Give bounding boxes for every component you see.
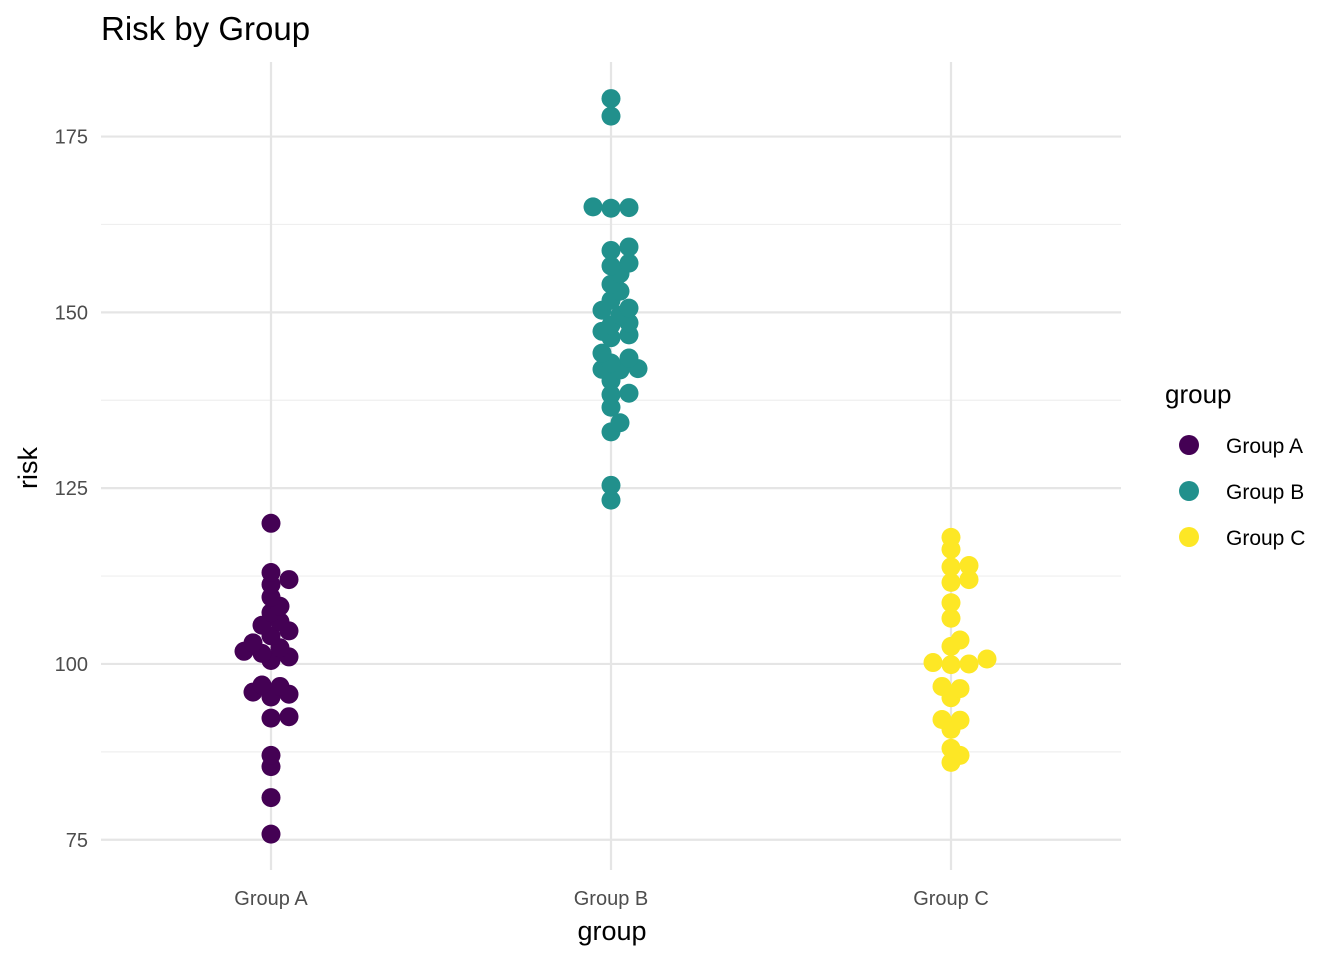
- data-point: [941, 608, 961, 628]
- data-point: [619, 237, 639, 257]
- x-tick-label: Group B: [574, 888, 648, 910]
- y-axis-title: risk: [13, 447, 43, 489]
- legend-key: [1179, 435, 1199, 455]
- y-tick-labels: 75 100 125 150 175: [55, 127, 88, 852]
- legend-key: [1179, 481, 1199, 501]
- data-point: [601, 89, 621, 109]
- data-point: [261, 708, 281, 728]
- data-point: [941, 572, 961, 592]
- data-point: [941, 655, 961, 675]
- data-point: [619, 298, 639, 318]
- x-axis-title: group: [577, 916, 646, 946]
- data-point: [619, 253, 639, 273]
- data-point: [592, 343, 612, 363]
- data-point: [583, 197, 603, 217]
- chart-title: Risk by Group: [101, 10, 310, 47]
- x-tick-label: Group A: [234, 888, 308, 910]
- grid-lines: [101, 62, 1121, 870]
- legend-key: [1179, 527, 1199, 547]
- legend-label: Group A: [1226, 435, 1303, 458]
- data-point: [619, 348, 639, 368]
- data-point: [261, 513, 281, 533]
- legend-title: group: [1165, 379, 1232, 409]
- y-tick-label: 125: [55, 478, 88, 500]
- data-point: [959, 654, 979, 674]
- legend-label: Group B: [1226, 481, 1304, 504]
- data-point: [261, 563, 281, 583]
- y-tick-label: 175: [55, 127, 88, 149]
- data-point: [243, 633, 263, 653]
- data-point: [959, 570, 979, 590]
- data-point: [950, 710, 970, 730]
- data-point: [941, 593, 961, 613]
- data-points: [234, 89, 997, 844]
- data-point: [959, 556, 979, 576]
- y-tick-label: 100: [55, 654, 88, 676]
- data-point: [610, 413, 630, 433]
- data-point: [601, 475, 621, 495]
- data-point: [601, 106, 621, 126]
- data-point: [932, 676, 952, 696]
- data-point: [941, 738, 961, 758]
- data-point: [941, 527, 961, 547]
- data-point: [601, 198, 621, 218]
- data-point: [601, 385, 621, 405]
- data-point: [932, 710, 952, 730]
- data-point: [601, 490, 621, 510]
- data-point: [279, 707, 299, 727]
- data-point: [261, 788, 281, 808]
- data-point: [950, 679, 970, 699]
- data-point: [950, 630, 970, 650]
- data-point: [270, 676, 290, 696]
- data-point: [619, 198, 639, 218]
- x-tick-label: Group C: [913, 888, 989, 910]
- data-point: [977, 649, 997, 669]
- data-point: [601, 240, 621, 260]
- data-point: [279, 570, 299, 590]
- data-point: [261, 824, 281, 844]
- data-point: [261, 745, 281, 765]
- legend-label: Group C: [1226, 527, 1305, 550]
- data-point: [941, 557, 961, 577]
- x-tick-labels: Group A Group B Group C: [234, 888, 988, 910]
- data-point: [252, 675, 272, 695]
- data-point: [923, 653, 943, 673]
- legend: group Group A Group B Group C: [1165, 379, 1305, 550]
- y-tick-label: 150: [55, 302, 88, 324]
- data-point: [601, 256, 621, 276]
- legend-entries: Group A Group B Group C: [1179, 435, 1305, 550]
- data-point: [619, 383, 639, 403]
- y-tick-label: 75: [66, 830, 88, 852]
